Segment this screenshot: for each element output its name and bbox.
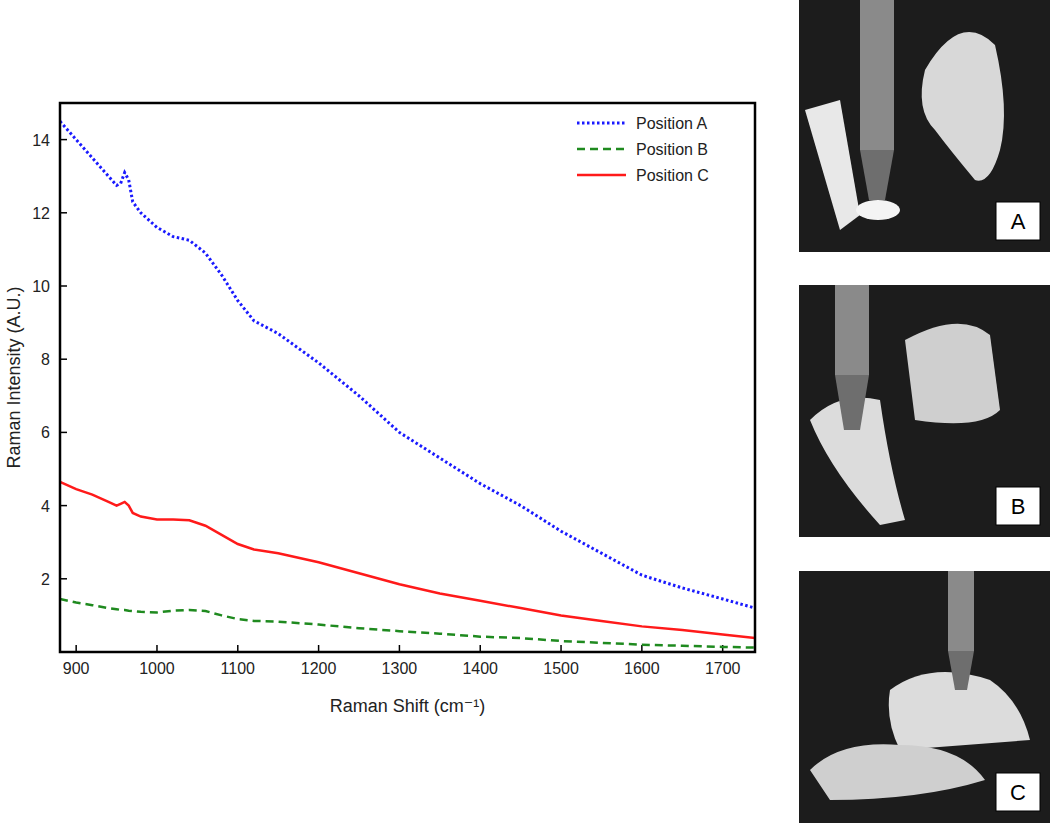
legend-label: Position A	[636, 115, 707, 132]
photo: A	[799, 0, 1050, 252]
legend-swatch	[577, 174, 626, 177]
photo-label: A	[1011, 209, 1026, 234]
x-tick-label: 900	[63, 660, 90, 677]
y-tick-label: 8	[41, 351, 50, 368]
photo-label: B	[1011, 494, 1026, 519]
y-tick-label: 4	[41, 498, 50, 515]
photo-label: C	[1010, 780, 1026, 805]
x-axis-label: Raman Shift (cm⁻¹)	[330, 696, 486, 716]
photo-label-box	[996, 487, 1040, 525]
x-tick-label: 1300	[382, 660, 418, 677]
probe	[860, 0, 894, 150]
plot-lines	[60, 121, 755, 647]
tissue	[856, 200, 900, 220]
x-tick-label: 1000	[139, 660, 175, 677]
x-tick-label: 1700	[705, 660, 741, 677]
series-line	[60, 599, 755, 648]
photo: B	[799, 285, 1050, 537]
probe	[948, 571, 974, 651]
probe	[835, 285, 869, 375]
photo-background	[799, 0, 1050, 252]
x-tick-label: 1100	[221, 660, 256, 677]
plot-frame	[60, 103, 755, 652]
x-tick-label: 1600	[624, 660, 660, 677]
y-axis-label: Raman Intensity (A.U.)	[4, 286, 24, 468]
probe-tip	[948, 651, 974, 690]
legend-swatch	[577, 148, 626, 151]
y-tick-label: 12	[32, 205, 50, 222]
x-tick-label: 1200	[301, 660, 337, 677]
tissue	[810, 744, 985, 800]
y-tick-label: 10	[32, 278, 50, 295]
probe-tip	[860, 150, 894, 200]
x-tick-label: 1400	[462, 660, 498, 677]
photo-background	[799, 571, 1050, 823]
y-tick-label: 6	[41, 424, 50, 441]
tissue	[905, 324, 1000, 424]
x-tick-label: 1500	[543, 660, 579, 677]
legend-label: Position C	[636, 167, 709, 184]
tissue	[805, 100, 860, 230]
photo-label-box	[996, 202, 1040, 240]
photo-label-box	[996, 773, 1040, 811]
legend-label: Position B	[636, 141, 708, 158]
tissue	[922, 32, 1004, 181]
probe-tip	[835, 375, 869, 430]
series-line	[60, 121, 755, 608]
series-line	[60, 482, 755, 638]
photo-background	[799, 285, 1050, 537]
legend-swatch	[577, 122, 626, 125]
photo: C	[799, 571, 1050, 823]
y-tick-label: 2	[41, 571, 50, 588]
y-tick-label: 14	[32, 132, 50, 149]
